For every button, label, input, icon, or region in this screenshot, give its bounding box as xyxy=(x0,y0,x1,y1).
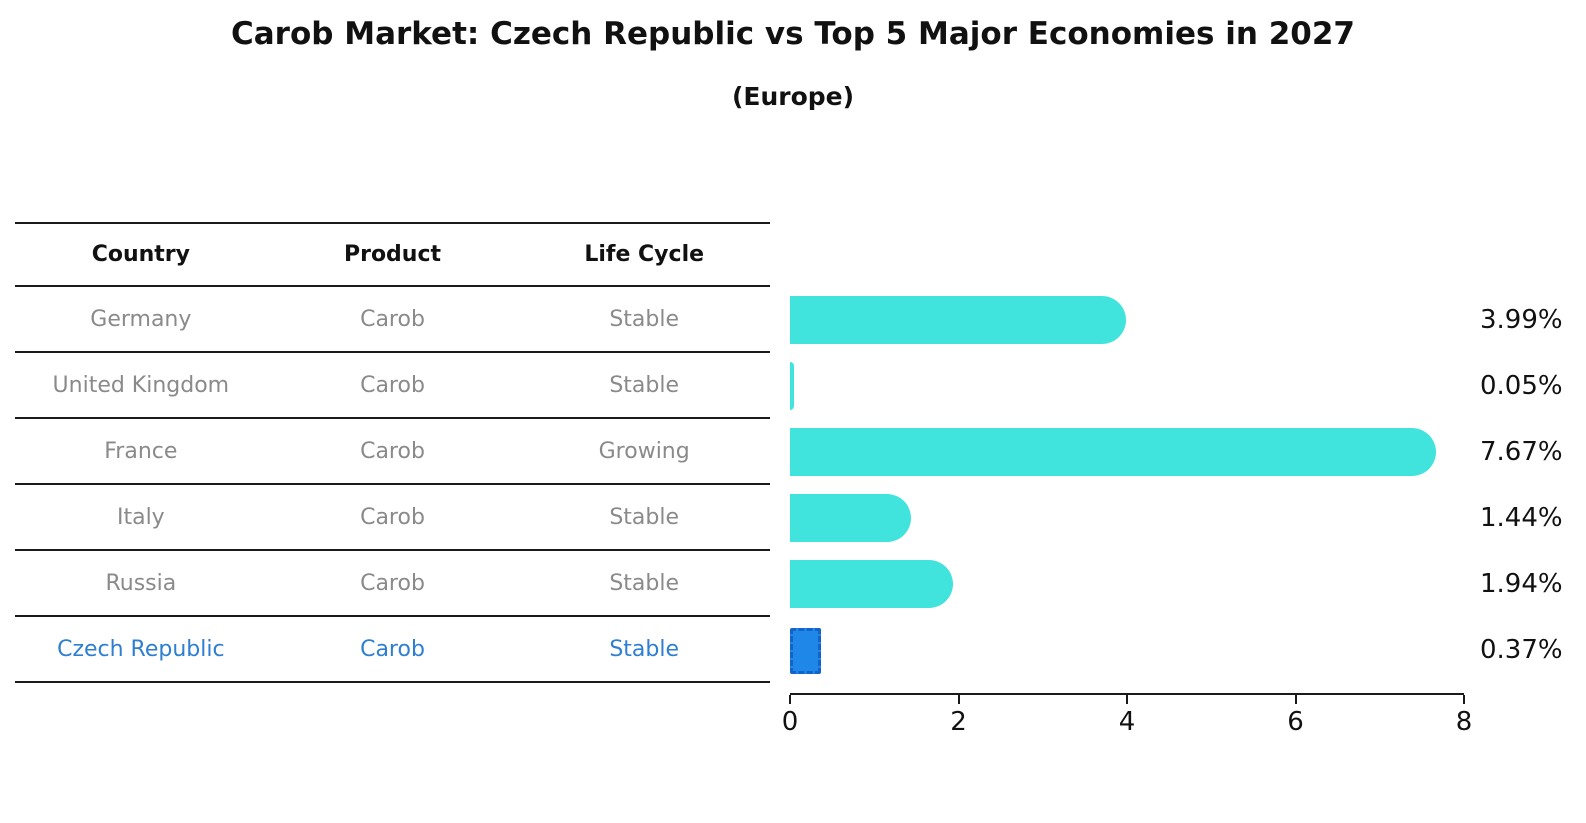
value-label-germany: 3.99% xyxy=(1480,305,1563,335)
value-label-united-kingdom: 0.05% xyxy=(1480,371,1563,401)
x-tick-label: 6 xyxy=(1287,707,1304,737)
cell-life-cycle: Stable xyxy=(609,636,680,662)
column-header-life-cycle: Life Cycle xyxy=(584,242,705,267)
cell-life-cycle: Stable xyxy=(609,306,680,332)
bar-france xyxy=(790,428,1437,476)
bar-germany xyxy=(790,296,1127,344)
table-row-czech-republic: Czech Republic Carob Stable xyxy=(15,617,770,683)
bar-russia xyxy=(790,560,954,608)
cell-life-cycle: Growing xyxy=(598,438,690,464)
x-axis-tick xyxy=(1126,695,1128,704)
bar-italy xyxy=(790,494,912,542)
value-label-italy: 1.44% xyxy=(1480,503,1563,533)
value-label-czech-republic: 0.37% xyxy=(1480,635,1563,665)
table-header-row: Country Product Life Cycle xyxy=(15,222,770,287)
table-row-germany: Germany Carob Stable xyxy=(15,287,770,353)
cell-country: Russia xyxy=(105,570,177,596)
column-header-product: Product xyxy=(343,242,442,267)
x-tick-label: 8 xyxy=(1455,707,1473,737)
cell-product: Carob xyxy=(360,438,425,464)
bar-united-kingdom xyxy=(790,362,795,410)
country-table: Country Product Life Cycle Germany Carob… xyxy=(15,222,770,683)
x-axis-tick xyxy=(957,695,960,704)
x-axis-line xyxy=(790,693,1464,695)
table-row-italy: Italy Carob Stable xyxy=(15,485,770,551)
chart-title: Carob Market: Czech Republic vs Top 5 Ma… xyxy=(230,16,1355,52)
value-label-france: 7.67% xyxy=(1480,437,1563,467)
cell-product: Carob xyxy=(360,636,425,662)
chart-subtitle: (Europe) xyxy=(731,82,855,111)
cell-life-cycle: Stable xyxy=(609,372,680,398)
x-tick-label: 0 xyxy=(781,707,799,737)
cell-life-cycle: Stable xyxy=(609,504,680,530)
cell-product: Carob xyxy=(360,372,425,398)
x-tick-label: 4 xyxy=(1118,707,1136,737)
column-header-country: Country xyxy=(91,242,190,267)
x-axis-tick xyxy=(789,695,791,704)
table-row-united-kingdom: United Kingdom Carob Stable xyxy=(15,353,770,419)
cell-country: Czech Republic xyxy=(57,636,225,662)
cell-country: Italy xyxy=(116,504,165,530)
cell-product: Carob xyxy=(360,504,425,530)
cell-country: France xyxy=(104,438,178,464)
value-label-russia: 1.94% xyxy=(1480,569,1563,599)
cell-product: Carob xyxy=(360,306,425,332)
x-axis-tick xyxy=(1294,695,1297,704)
x-tick-label: 2 xyxy=(950,707,967,737)
value-labels-column: 3.99% 0.05% 7.67% 1.44% 1.94% 0.37% xyxy=(1480,287,1586,683)
table-row-russia: Russia Carob Stable xyxy=(15,551,770,617)
cell-product: Carob xyxy=(360,570,425,596)
x-axis-tick xyxy=(1463,695,1465,704)
table-row-france: France Carob Growing xyxy=(15,419,770,485)
cell-life-cycle: Stable xyxy=(609,570,680,596)
cell-country: Germany xyxy=(90,306,192,332)
bar-chart: 0 2 4 6 8 xyxy=(782,287,1472,737)
bar-czech-republic xyxy=(790,628,822,674)
cell-country: United Kingdom xyxy=(52,372,230,398)
